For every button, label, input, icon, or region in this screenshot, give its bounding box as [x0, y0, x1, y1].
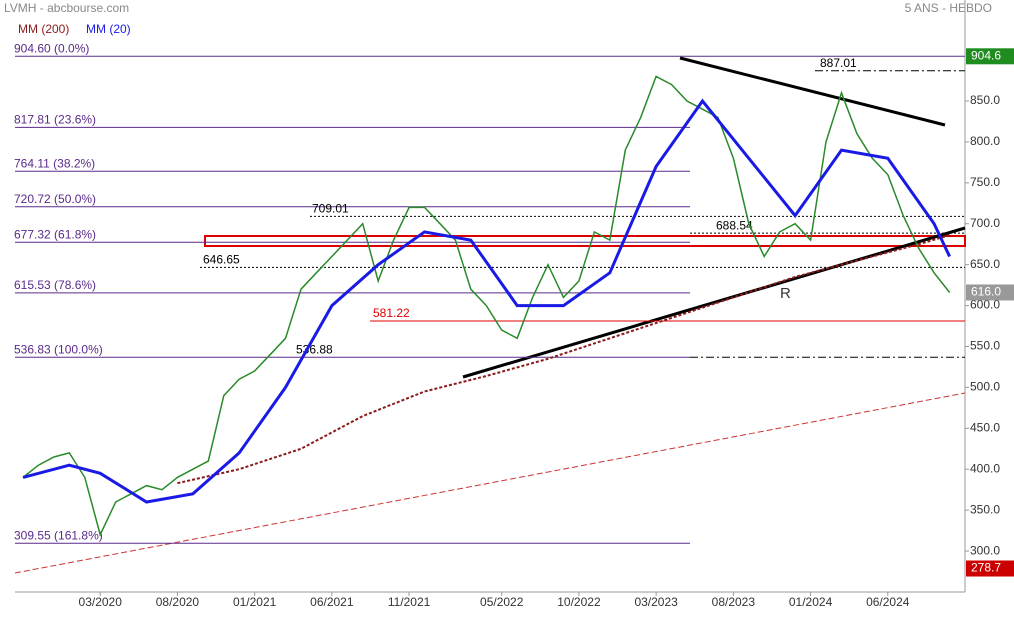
y-tick-label: 800.0: [970, 134, 1000, 148]
y-tick-label: 450.0: [970, 421, 1000, 435]
y-tick-label: 300.0: [970, 543, 1000, 557]
x-tick-label: 10/2022: [557, 595, 601, 609]
chart-subtitle: 5 ANS - HEBDO: [905, 1, 992, 15]
x-tick-label: 08/2020: [156, 595, 200, 609]
resistance-zone: [204, 235, 966, 247]
chart-title: LVMH - abcbourse.com: [4, 1, 129, 15]
x-tick-label: 06/2024: [866, 595, 910, 609]
x-tick-label: 06/2021: [310, 595, 354, 609]
y-tick-label: 550.0: [970, 339, 1000, 353]
level-label: 536.88: [296, 342, 333, 356]
level-label: 887.01: [820, 56, 857, 70]
price-box: [966, 560, 1014, 577]
y-tick-label: 400.0: [970, 461, 1000, 475]
y-tick-label: 700.0: [970, 216, 1000, 230]
x-tick-label: 03/2023: [634, 595, 678, 609]
x-tick-label: 01/2024: [789, 595, 833, 609]
fib-label: 677.32 (61.8%): [14, 227, 96, 241]
y-tick-label: 750.0: [970, 175, 1000, 189]
x-tick-label: 05/2022: [480, 595, 524, 609]
resistance-trendline: [679, 56, 946, 127]
x-tick-label: 08/2023: [712, 595, 756, 609]
level-label: 646.65: [203, 253, 240, 267]
long-trendline: [14, 392, 966, 574]
price-label: 904.6: [971, 48, 1001, 62]
fib-label: 309.55 (161.8%): [14, 528, 103, 542]
level-label: 688.54: [716, 218, 753, 232]
series-line: [177, 234, 950, 485]
x-tick-label: 11/2021: [388, 595, 431, 609]
legend-entry: MM (20): [86, 22, 131, 36]
series-line: [22, 98, 951, 504]
y-tick-label: 650.0: [970, 257, 1000, 271]
fib-label: 764.11 (38.2%): [14, 156, 95, 170]
price-label: 278.7: [971, 561, 1001, 575]
fib-label: 615.53 (78.6%): [14, 278, 96, 292]
legend-entry: MM (200): [18, 22, 69, 36]
price-box: [966, 48, 1014, 65]
price-box: [966, 284, 1014, 301]
y-tick-label: 350.0: [970, 502, 1000, 516]
x-tick-label: 01/2021: [233, 595, 277, 609]
support-trendline: [462, 226, 966, 379]
fib-label: 536.83 (100.0%): [14, 342, 103, 356]
x-tick-label: 03/2020: [79, 595, 123, 609]
fib-label: 720.72 (50.0%): [14, 192, 96, 206]
y-tick-label: 500.0: [970, 380, 1000, 394]
y-tick-label: 850.0: [970, 93, 1000, 107]
price-label: 616.0: [971, 285, 1001, 299]
y-tick-label: 600.0: [970, 298, 1000, 312]
level-label: 581.22: [373, 306, 410, 320]
fib-label: 817.81 (23.6%): [14, 113, 96, 127]
annotation: R: [780, 285, 791, 302]
series-line: [22, 75, 951, 537]
fib-label: 904.60 (0.0%): [14, 41, 89, 55]
level-label: 709.01: [312, 202, 349, 216]
